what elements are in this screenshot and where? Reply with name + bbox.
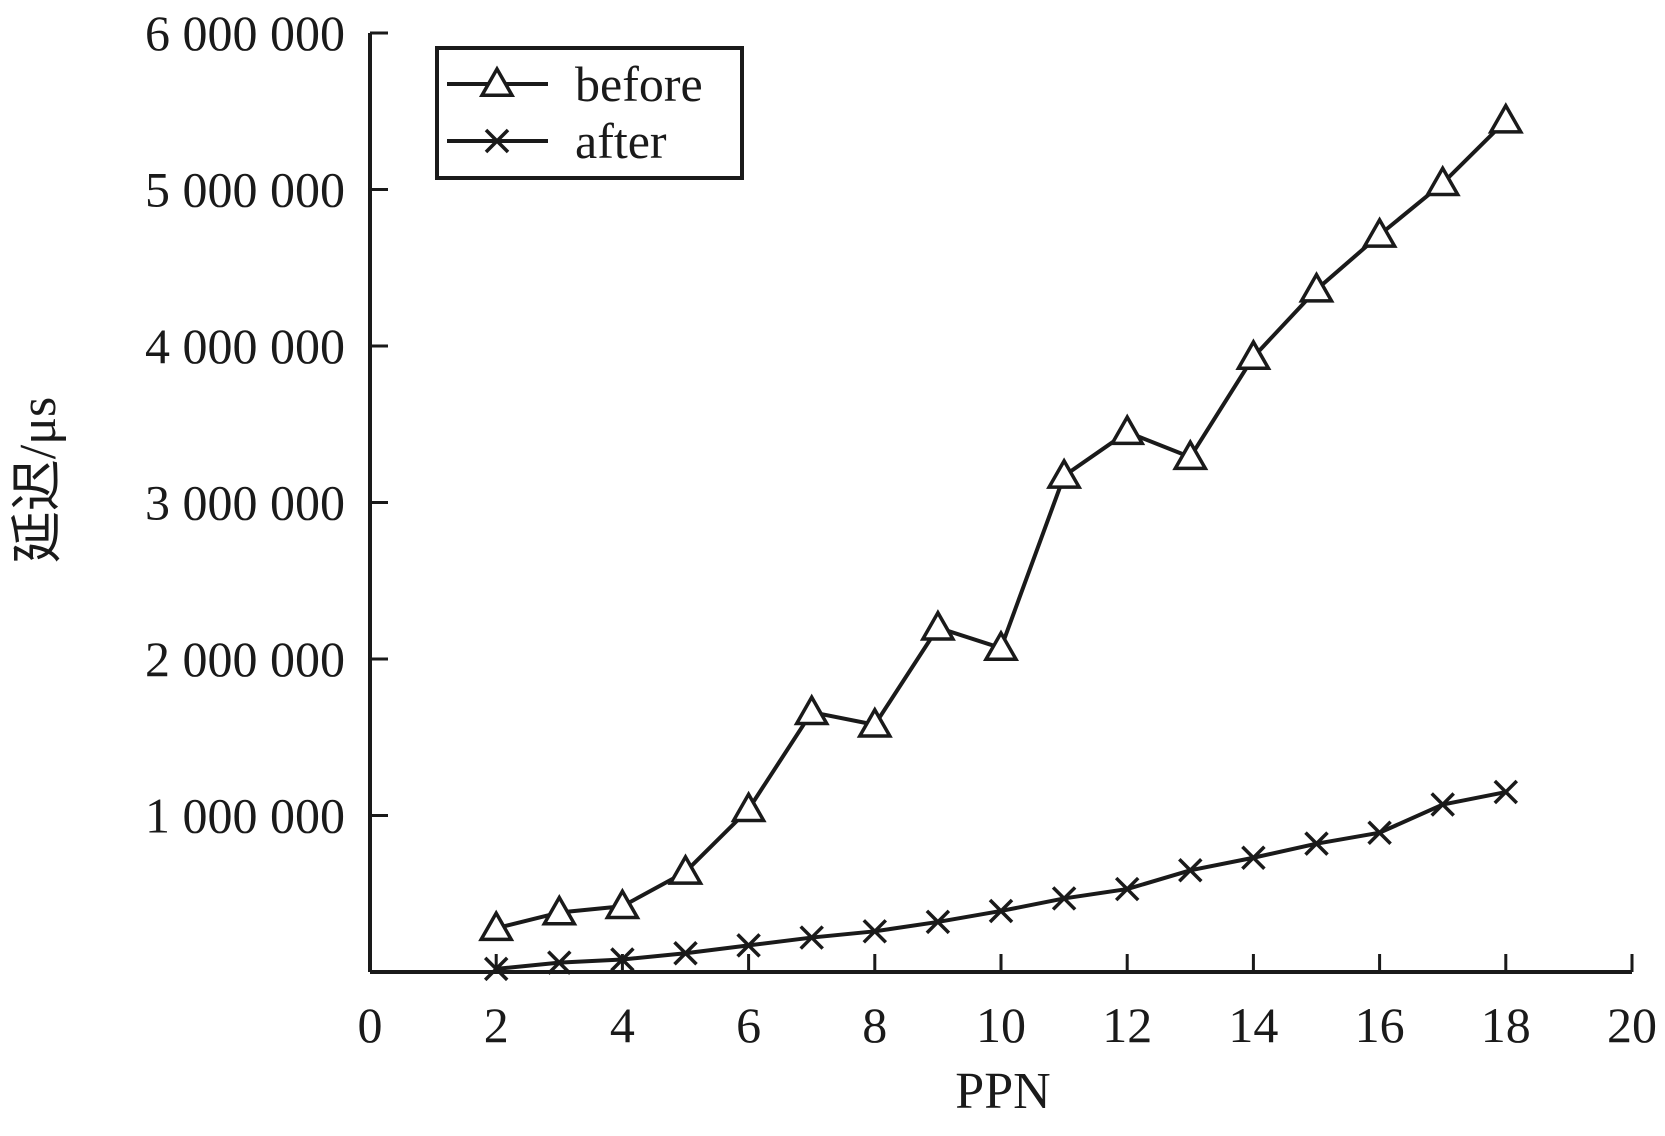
x-tick-label: 14 (1228, 997, 1278, 1053)
data-point-after (862, 919, 888, 944)
data-point-after (1114, 876, 1140, 902)
y-axis-title: 延迟/μs (10, 397, 67, 564)
data-point-before (982, 629, 1020, 662)
legend-item-after: after (447, 113, 667, 169)
data-point-before (919, 609, 956, 641)
y-tick-label: 2 000 000 (145, 631, 345, 687)
legend-item-before: before (447, 56, 703, 112)
y-tick-label: 1 000 000 (145, 788, 345, 844)
data-point-after (1051, 886, 1077, 911)
y-tick-label: 5 000 000 (145, 162, 345, 218)
data-point-before (1235, 338, 1272, 370)
x-tick-label: 6 (736, 997, 761, 1053)
x-tick-label: 2 (484, 997, 509, 1053)
data-point-before (1487, 102, 1524, 134)
x-tick-label: 20 (1607, 997, 1657, 1053)
data-point-before (793, 693, 830, 726)
y-tick-label: 6 000 000 (145, 5, 345, 61)
series-line-after (496, 790, 1507, 971)
series-after (483, 779, 1519, 982)
data-point-before (1046, 457, 1083, 489)
data-point-before (604, 887, 641, 920)
data-point-after (1430, 792, 1455, 817)
data-point-after (610, 947, 635, 972)
legend-marker-after (484, 128, 510, 154)
x-tick-label: 12 (1102, 997, 1152, 1053)
x-axis-title: PPN (955, 1063, 1050, 1120)
data-point-after (988, 898, 1014, 924)
data-point-before (1361, 216, 1398, 248)
legend-box (435, 46, 744, 180)
data-point-before (1424, 164, 1461, 197)
x-tick-label: 18 (1481, 997, 1531, 1053)
data-point-before (856, 706, 893, 738)
data-point-after (547, 950, 572, 975)
data-point-after (1178, 858, 1203, 883)
y-tick-label: 3 000 000 (145, 475, 345, 531)
data-point-after (1367, 820, 1392, 845)
series-before (478, 102, 1524, 942)
x-tick-label: 10 (976, 997, 1026, 1053)
x-tick-label: 0 (358, 997, 383, 1053)
data-point-after (1241, 845, 1266, 870)
legend-label-after: after (575, 113, 667, 169)
data-point-after (799, 925, 824, 950)
series-line-before (495, 119, 1508, 931)
data-point-before (1109, 413, 1146, 446)
data-point-before (1298, 271, 1335, 303)
data-point-before (730, 790, 767, 823)
data-point-before (667, 853, 704, 885)
series-group (478, 102, 1524, 982)
data-point-before (1172, 438, 1209, 471)
tick-marks: 0 2 4 6 8 10 12 14 16 18 20 1 000 000 2 000 000 3 000… (145, 5, 1657, 1053)
data-point-after (483, 956, 509, 982)
x-tick-label: 4 (610, 997, 635, 1053)
data-point-after (925, 909, 951, 935)
data-point-after (673, 940, 698, 966)
data-point-before (541, 894, 578, 926)
x-tick-label: 8 (862, 997, 887, 1053)
data-point-after (736, 933, 761, 958)
data-point-after (1493, 779, 1519, 805)
legend-marker-before (478, 65, 516, 97)
x-tick-label: 16 (1355, 997, 1405, 1053)
legend-label-before: before (575, 56, 703, 112)
y-tick-label: 4 000 000 (145, 318, 345, 374)
data-point-after (1304, 831, 1329, 856)
data-point-before (478, 909, 515, 942)
